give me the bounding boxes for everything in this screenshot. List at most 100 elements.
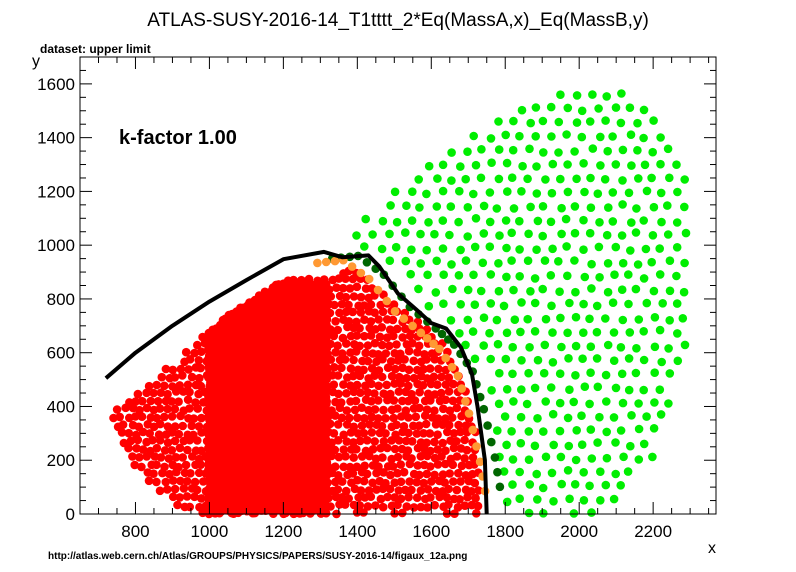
excluded-point <box>470 478 480 488</box>
allowed-point <box>579 496 589 505</box>
allowed-point <box>680 202 689 212</box>
excluded-point <box>145 429 154 438</box>
allowed-point <box>572 91 582 100</box>
allowed-point <box>585 314 594 324</box>
excluded-point <box>118 420 128 430</box>
excluded-point <box>408 338 417 348</box>
allowed-point <box>592 301 602 311</box>
allowed-point <box>616 118 626 128</box>
excluded-point <box>440 478 450 487</box>
allowed-point <box>538 202 548 211</box>
excluded-point <box>367 397 376 406</box>
allowed-point <box>486 299 496 308</box>
allowed-point <box>609 328 619 337</box>
excluded-point <box>374 381 383 391</box>
allowed-point <box>547 301 556 311</box>
allowed-point <box>501 216 511 225</box>
allowed-point <box>608 217 618 226</box>
allowed-point <box>616 343 626 352</box>
excluded-point <box>415 403 424 413</box>
excluded-point <box>176 364 186 374</box>
excluded-point <box>430 500 440 510</box>
excluded-point <box>370 338 380 348</box>
excluded-point <box>433 445 443 454</box>
excluded-point <box>160 381 169 391</box>
allowed-point <box>479 313 489 323</box>
excluded-point <box>130 460 139 470</box>
excluded-point <box>124 428 134 438</box>
excluded-point <box>367 412 377 422</box>
excluded-point <box>415 387 425 397</box>
excluded-point <box>170 422 180 431</box>
excluded-point <box>378 453 387 462</box>
excluded-point <box>416 452 426 461</box>
excluded-point <box>474 486 483 495</box>
allowed-point <box>602 92 611 101</box>
excluded-point <box>330 300 339 310</box>
border-excluded-point <box>399 314 409 323</box>
excluded-point <box>128 452 137 461</box>
excluded-point <box>342 389 351 398</box>
allowed-point <box>618 315 628 325</box>
allowed-point <box>549 440 558 450</box>
excluded-point <box>357 421 367 431</box>
border-allowed-point <box>487 437 496 447</box>
excluded-point <box>376 443 385 453</box>
allowed-point <box>492 315 502 325</box>
excluded-point <box>396 379 406 388</box>
excluded-point <box>462 445 472 455</box>
allowed-point <box>554 148 563 157</box>
allowed-point <box>470 300 480 310</box>
allowed-point <box>493 339 503 349</box>
excluded-point <box>338 283 348 293</box>
excluded-point <box>330 462 340 472</box>
allowed-point <box>540 340 550 350</box>
allowed-point <box>555 426 565 436</box>
allowed-point <box>602 397 611 406</box>
allowed-point <box>530 298 540 308</box>
excluded-point <box>148 435 157 445</box>
allowed-point <box>401 256 411 266</box>
excluded-point <box>337 363 346 373</box>
excluded-point <box>471 493 480 503</box>
excluded-point <box>149 469 158 479</box>
excluded-point <box>425 429 435 438</box>
excluded-point <box>356 388 365 398</box>
excluded-point <box>349 292 359 301</box>
allowed-point <box>563 413 573 423</box>
allowed-point <box>517 356 526 365</box>
allowed-point <box>570 228 580 238</box>
allowed-point <box>414 175 424 184</box>
allowed-point <box>633 260 643 269</box>
allowed-point <box>431 288 441 297</box>
allowed-point <box>650 342 660 352</box>
excluded-point <box>452 485 462 495</box>
allowed-point <box>548 409 558 419</box>
excluded-point <box>472 509 481 518</box>
allowed-point <box>633 146 642 155</box>
allowed-point <box>406 269 416 279</box>
allowed-point <box>634 424 644 434</box>
excluded-point <box>411 412 421 422</box>
allowed-point <box>585 228 595 238</box>
excluded-point <box>339 380 348 389</box>
excluded-point <box>351 396 361 406</box>
allowed-point <box>385 229 394 239</box>
excluded-point <box>133 389 143 399</box>
excluded-point <box>396 349 405 359</box>
border-excluded-point <box>464 409 474 418</box>
excluded-point <box>368 445 378 454</box>
allowed-point <box>540 256 550 265</box>
excluded-point <box>337 349 347 358</box>
excluded-point <box>345 462 355 472</box>
excluded-point <box>330 363 339 372</box>
x-tick-label: 800 <box>121 522 149 541</box>
excluded-point <box>146 446 155 456</box>
excluded-point <box>391 430 400 440</box>
allowed-point <box>564 441 574 451</box>
allowed-point <box>554 117 564 127</box>
allowed-point <box>608 298 618 308</box>
excluded-point <box>372 468 381 478</box>
excluded-point <box>185 387 194 397</box>
excluded-point <box>331 477 340 487</box>
